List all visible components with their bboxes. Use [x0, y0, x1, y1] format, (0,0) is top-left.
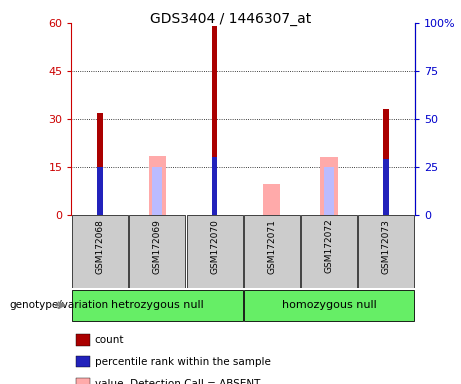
- Text: GSM172069: GSM172069: [153, 219, 162, 273]
- Bar: [97, 113, 103, 215]
- Text: GSM172068: GSM172068: [95, 219, 105, 273]
- Bar: [320, 157, 337, 215]
- Text: count: count: [95, 335, 124, 345]
- Bar: [263, 184, 280, 215]
- Bar: [324, 167, 334, 215]
- Text: value, Detection Call = ABSENT: value, Detection Call = ABSENT: [95, 379, 260, 384]
- Bar: [301, 215, 357, 288]
- Text: GDS3404 / 1446307_at: GDS3404 / 1446307_at: [150, 12, 311, 25]
- Bar: [212, 26, 218, 215]
- Text: GSM172070: GSM172070: [210, 219, 219, 273]
- Bar: [358, 215, 414, 288]
- Bar: [149, 156, 166, 215]
- Bar: [384, 109, 389, 215]
- Bar: [244, 215, 300, 288]
- Bar: [129, 215, 185, 288]
- Text: hetrozygous null: hetrozygous null: [111, 300, 204, 310]
- Bar: [72, 290, 242, 321]
- Text: percentile rank within the sample: percentile rank within the sample: [95, 357, 271, 367]
- Bar: [72, 215, 128, 288]
- Bar: [97, 167, 103, 215]
- Text: GSM172071: GSM172071: [267, 219, 276, 273]
- Text: GSM172073: GSM172073: [382, 219, 391, 273]
- Bar: [384, 159, 389, 215]
- Bar: [187, 215, 242, 288]
- Text: GSM172072: GSM172072: [325, 219, 334, 273]
- Text: homozygous null: homozygous null: [282, 300, 377, 310]
- Bar: [152, 167, 162, 215]
- Bar: [244, 290, 414, 321]
- Text: genotype/variation: genotype/variation: [9, 300, 108, 310]
- Bar: [212, 157, 218, 215]
